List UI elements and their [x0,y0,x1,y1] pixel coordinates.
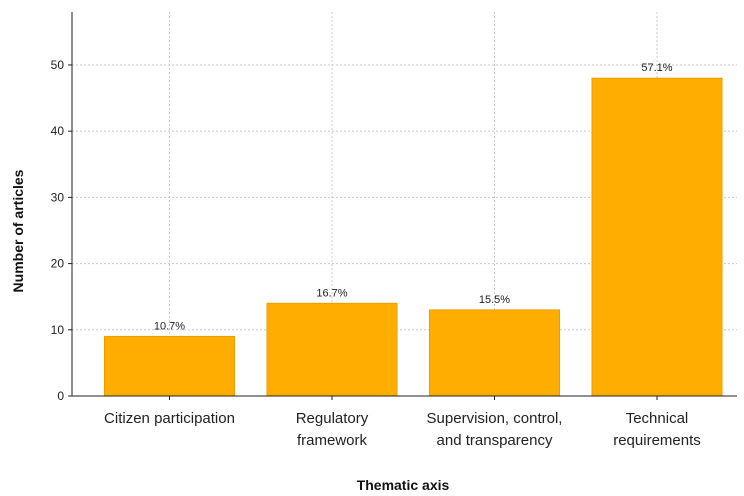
y-tick-label: 40 [51,124,65,138]
y-axis-title: Number of articles [10,169,26,292]
bars [104,77,723,397]
x-tick-label-line: Supervision, control, [427,410,563,427]
x-tick-label: Citizen participation [104,410,235,427]
x-tick-label: Technical requirements [613,410,701,449]
x-axis-title: Thematic axis [357,477,450,493]
x-tick-label: Supervision, control, and transparency [427,410,563,449]
y-tick-label: 0 [57,389,64,403]
data-label: 10.7% [154,320,185,332]
x-tick-label-line: and transparency [437,432,553,449]
data-label: 16.7% [316,287,347,299]
x-tick-label-line: Regulatory [296,410,369,427]
bar [591,77,723,397]
bar [266,302,398,397]
x-tick-label-line: Citizen participation [104,410,235,427]
x-tick-label: Regulatory framework [296,410,369,449]
axes [68,12,737,400]
labels: 10.7% 16.7% 15.5% 57.1% 0 10 20 30 40 50 Citizen p… [51,58,701,449]
x-tick-label-line: framework [297,432,368,449]
y-tick-label: 20 [51,257,65,271]
x-tick-label-line: Technical [626,410,689,427]
y-tick-label: 10 [51,323,65,337]
bar [104,335,235,397]
y-tick-label: 50 [51,58,65,72]
data-label: 57.1% [641,62,672,74]
data-label: 15.5% [479,294,510,306]
y-tick-label: 30 [51,190,65,204]
bar [429,309,560,397]
x-tick-label-line: requirements [613,432,701,449]
